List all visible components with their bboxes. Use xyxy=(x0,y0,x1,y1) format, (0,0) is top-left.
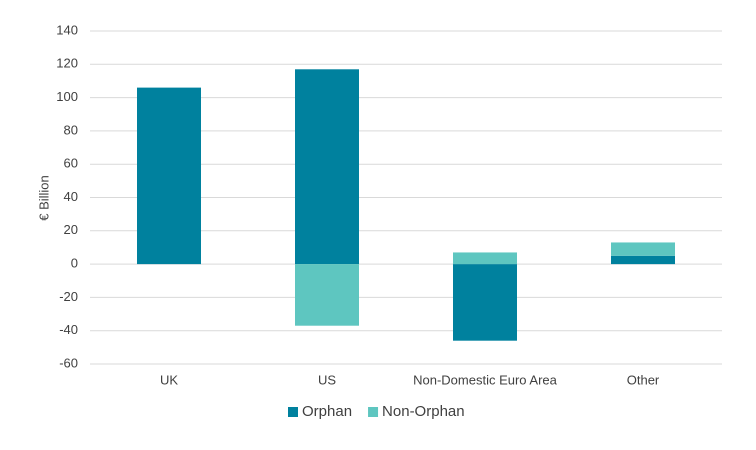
bar-segment xyxy=(295,69,359,265)
bar-segment xyxy=(453,252,517,265)
bar-segment xyxy=(295,264,359,326)
x-tick-label: Non-Domestic Euro Area xyxy=(413,372,558,387)
legend-label: Orphan xyxy=(302,403,352,420)
y-tick-label: 120 xyxy=(56,56,78,71)
bar-segment xyxy=(611,242,675,256)
legend-label: Non-Orphan xyxy=(382,403,465,420)
x-tick-label: UK xyxy=(160,372,178,387)
y-tick-label: -40 xyxy=(59,322,78,337)
y-tick-label: 60 xyxy=(64,156,78,171)
y-tick-label: 0 xyxy=(71,256,78,271)
y-axis-label: € Billion xyxy=(36,175,51,221)
bar-segment xyxy=(453,264,517,341)
y-tick-label: 100 xyxy=(56,89,78,104)
y-tick-label: 140 xyxy=(56,22,78,37)
x-tick-label: US xyxy=(318,372,336,387)
bar-segment xyxy=(611,255,675,265)
y-tick-label: 20 xyxy=(64,222,78,237)
x-tick-label: Other xyxy=(627,372,660,387)
bar-segment xyxy=(137,87,201,265)
y-tick-label: 80 xyxy=(64,122,78,137)
legend-swatch xyxy=(368,407,379,417)
y-tick-label: 40 xyxy=(64,189,78,204)
legend-swatch xyxy=(288,407,298,417)
legend: Orphan Non-Orphan xyxy=(288,403,465,420)
y-tick-label: -60 xyxy=(59,355,78,370)
y-tick-label: -20 xyxy=(59,289,78,304)
